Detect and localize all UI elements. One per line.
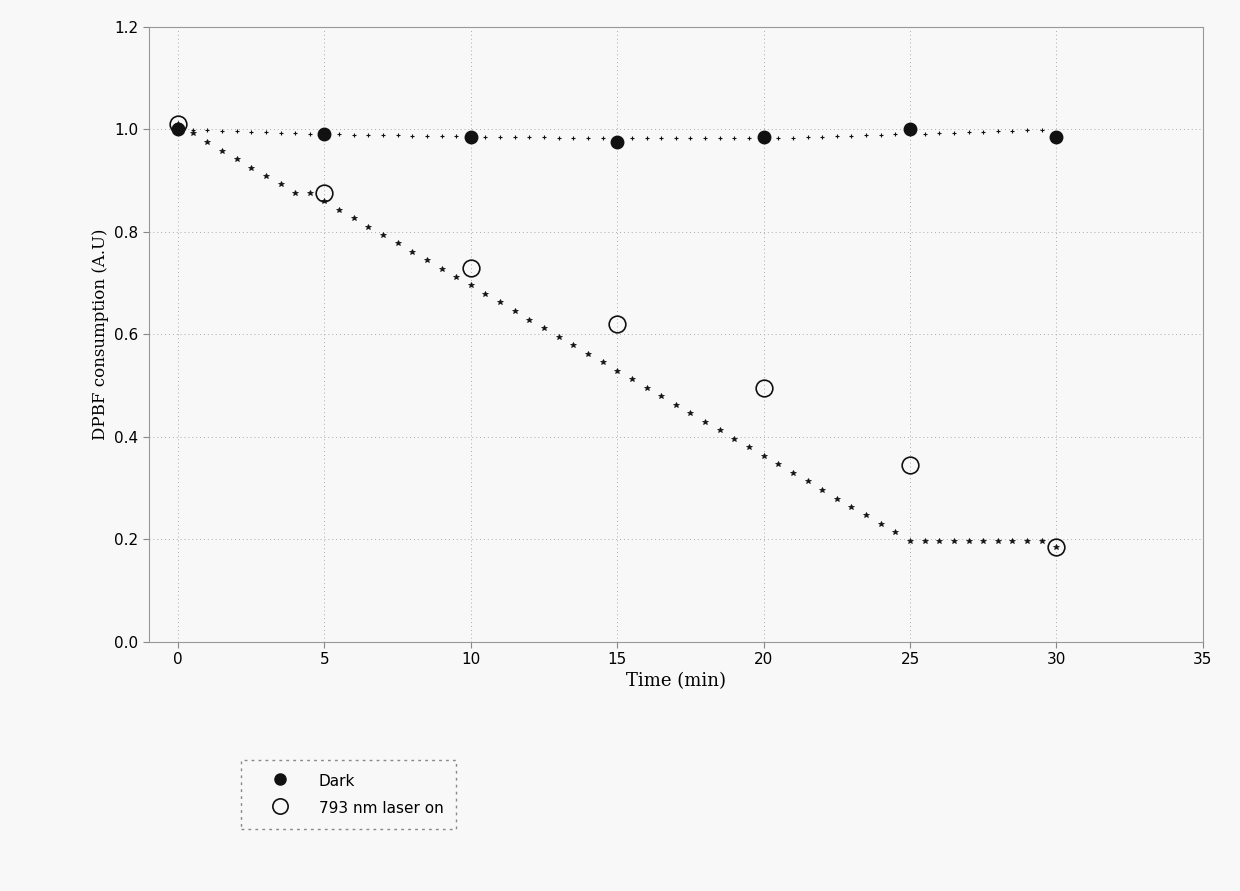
X-axis label: Time (min): Time (min) — [626, 673, 725, 691]
Legend: Dark, 793 nm laser on: Dark, 793 nm laser on — [241, 760, 455, 830]
Y-axis label: DPBF consumption (A.U): DPBF consumption (A.U) — [92, 228, 109, 440]
